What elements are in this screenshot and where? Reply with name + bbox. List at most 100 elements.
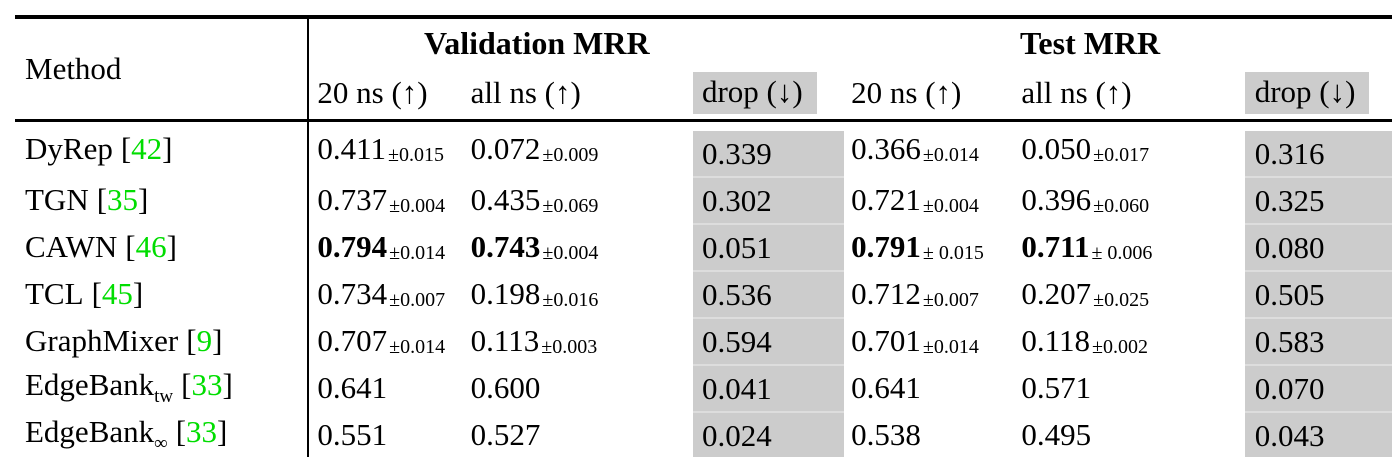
citation-open-bracket: [ <box>125 228 136 264</box>
mean-value: 0.743 <box>470 228 541 264</box>
val-allns-cell: 0.600 <box>463 364 693 411</box>
test-drop-cell: 0.316 <box>1244 122 1392 176</box>
mean-value: 0.198 <box>470 275 541 311</box>
val-drop-cell: 0.041 <box>692 364 845 411</box>
validation-mrr-group-header: Validation MRR <box>307 19 844 67</box>
method-name: TCL <box>25 275 84 311</box>
col-header-test-allns: all ns (↑) <box>1013 67 1245 122</box>
drop-value: 0.043 <box>1254 417 1325 453</box>
std-value: ±0.007 <box>389 288 446 311</box>
std-value: ± 0.006 <box>1091 241 1153 264</box>
drop-header-highlight: drop (↓) <box>692 72 817 114</box>
std-value: ± 0.015 <box>922 241 984 264</box>
drop-value: 0.339 <box>701 135 772 171</box>
mean-value: 0.538 <box>851 416 921 452</box>
citation-open-bracket: [ <box>186 322 197 358</box>
mean-value: 0.435 <box>470 181 541 217</box>
method-name: EdgeBank <box>25 367 155 402</box>
drop-value: 0.302 <box>701 182 772 218</box>
method-cell: GraphMixer [9] <box>15 317 307 364</box>
mean-value: 0.791 <box>851 228 921 264</box>
val-20ns-cell: 0.707 ±0.014 <box>307 317 462 364</box>
mean-value: 0.701 <box>851 322 921 358</box>
mean-value: 0.641 <box>851 369 921 405</box>
citation-number: 33 <box>191 367 223 402</box>
citation-open-bracket: [ <box>175 414 187 449</box>
test-20ns-cell: 0.366 ±0.014 <box>844 122 1013 176</box>
drop-value: 0.051 <box>701 229 772 265</box>
drop-value: 0.536 <box>701 276 772 312</box>
citation-close-bracket: ] <box>166 228 177 264</box>
val-20ns-cell: 0.737 ±0.004 <box>307 176 462 223</box>
mean-value: 0.571 <box>1021 369 1092 405</box>
val-20ns-cell: 0.794 ±0.014 <box>307 223 462 270</box>
mean-value: 0.600 <box>470 369 541 405</box>
mean-value: 0.495 <box>1021 416 1092 452</box>
table-row: TGN [35] 0.737 ±0.004 0.435 ±0.069 0.302 0.… <box>15 176 1392 223</box>
val-20ns-cell: 0.734 ±0.007 <box>307 270 462 317</box>
col-header-val-20ns: 20 ns (↑) <box>307 67 463 122</box>
test-allns-cell: 0.571 <box>1013 364 1244 411</box>
std-value: ±0.014 <box>389 335 446 358</box>
mean-value: 0.641 <box>317 369 388 405</box>
col-header-val-allns: all ns (↑) <box>462 67 693 122</box>
method-subscript: tw <box>154 386 174 407</box>
col-header-test-drop: drop (↓) <box>1244 67 1392 122</box>
std-value: ±0.003 <box>541 335 598 358</box>
mean-value: 0.118 <box>1021 322 1091 358</box>
mean-value: 0.712 <box>851 275 921 311</box>
method-name: DyRep <box>25 131 113 166</box>
col-header-test-20ns: 20 ns (↑) <box>844 67 1014 122</box>
test-20ns-cell: 0.712 ±0.007 <box>844 270 1013 317</box>
citation-open-bracket: [ <box>91 275 102 311</box>
citation-number: 46 <box>135 228 167 264</box>
table-row: TCL [45] 0.734 ±0.007 0.198 ±0.016 0.536 0.… <box>15 270 1392 317</box>
std-value: ±0.009 <box>542 144 599 166</box>
std-value: ±0.069 <box>542 194 599 217</box>
val-20ns-cell: 0.411 ±0.015 <box>307 122 462 176</box>
std-value: ±0.002 <box>1092 335 1148 358</box>
std-value: ±0.014 <box>922 144 979 166</box>
mean-value: 0.396 <box>1021 181 1092 217</box>
std-value: ±0.004 <box>389 194 446 217</box>
std-value: ±0.007 <box>922 288 979 311</box>
drop-value: 0.583 <box>1254 323 1325 359</box>
std-value: ±0.014 <box>922 335 979 358</box>
val-drop-cell: 0.594 <box>692 317 845 364</box>
mean-value: 0.207 <box>1021 275 1092 311</box>
test-drop-cell: 0.070 <box>1244 364 1392 411</box>
mean-value: 0.711 <box>1021 228 1090 264</box>
method-name: EdgeBank <box>25 414 155 449</box>
method-name: CAWN <box>25 228 118 264</box>
method-column-header: Method <box>15 19 308 122</box>
drop-value: 0.316 <box>1254 135 1325 171</box>
citation-open-bracket: [ <box>96 181 108 217</box>
drop-value: 0.070 <box>1254 370 1325 406</box>
test-20ns-cell: 0.701 ±0.014 <box>844 317 1013 364</box>
table-body: DyRep [42] 0.411 ±0.015 0.072 ±0.009 0.339 … <box>15 122 1392 457</box>
method-cell: TCL [45] <box>15 270 307 317</box>
test-20ns-cell: 0.721 ±0.004 <box>844 176 1013 223</box>
test-allns-cell: 0.207 ±0.025 <box>1013 270 1244 317</box>
test-20ns-cell: 0.791 ± 0.015 <box>844 223 1013 270</box>
val-allns-cell: 0.435 ±0.069 <box>463 176 693 223</box>
test-drop-cell: 0.505 <box>1244 270 1392 317</box>
val-allns-cell: 0.527 <box>463 411 693 457</box>
mean-value: 0.366 <box>851 131 921 166</box>
citation-number: 45 <box>101 275 133 311</box>
drop-value: 0.594 <box>701 323 772 359</box>
test-allns-cell: 0.495 <box>1013 411 1244 457</box>
drop-value: 0.325 <box>1254 182 1325 218</box>
test-allns-cell: 0.711 ± 0.006 <box>1013 223 1244 270</box>
std-value: ±0.060 <box>1093 194 1150 217</box>
citation-open-bracket: [ <box>181 367 192 402</box>
val-allns-cell: 0.743 ±0.004 <box>463 223 693 270</box>
val-20ns-cell: 0.641 <box>307 364 462 411</box>
citation-close-bracket: ] <box>162 131 173 166</box>
table-row: GraphMixer [9] 0.707 ±0.014 0.113 ±0.003 0.… <box>15 317 1392 364</box>
std-value: ±0.015 <box>388 144 444 166</box>
mean-value: 0.072 <box>470 131 541 166</box>
std-value: ±0.004 <box>542 241 599 264</box>
citation-close-bracket: ] <box>217 414 228 449</box>
